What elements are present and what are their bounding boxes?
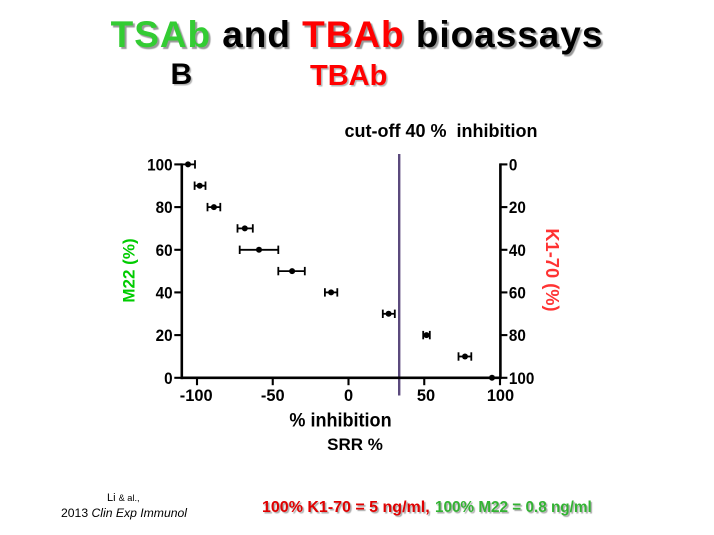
svg-text:40: 40 (156, 285, 173, 303)
svg-text:60: 60 (509, 285, 526, 303)
svg-text:% inhibition: % inhibition (289, 409, 391, 431)
svg-text:100: 100 (487, 387, 514, 405)
svg-text:cut-off 40 % inhibition: cut-off 40 % inhibition (345, 121, 538, 141)
svg-text:100: 100 (509, 370, 535, 388)
svg-text:50: 50 (417, 387, 435, 405)
svg-text:100: 100 (147, 157, 173, 175)
svg-text:80: 80 (156, 200, 173, 218)
svg-text:60: 60 (156, 242, 173, 260)
svg-text:0: 0 (164, 370, 173, 388)
svg-text:20: 20 (509, 200, 526, 218)
svg-text:M22 (%): M22 (%) (120, 238, 139, 302)
svg-text:-100: -100 (180, 387, 213, 405)
svg-text:20: 20 (156, 328, 173, 346)
svg-text:K1-70 (%): K1-70 (%) (542, 228, 563, 311)
svg-text:-50: -50 (261, 387, 285, 405)
svg-text:80: 80 (509, 328, 526, 346)
svg-text:40: 40 (509, 242, 526, 260)
svg-text:0: 0 (509, 157, 518, 175)
svg-text:0: 0 (344, 387, 353, 405)
svg-text:SRR %: SRR % (327, 435, 383, 454)
